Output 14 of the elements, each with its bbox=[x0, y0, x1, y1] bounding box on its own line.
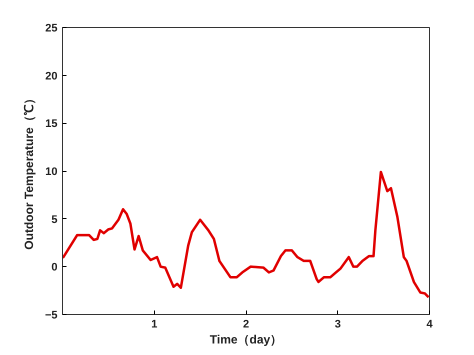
y-axis-title: Outdoor Temperature（℃） bbox=[22, 92, 36, 250]
x-tick-label: 2 bbox=[242, 318, 250, 330]
line-series bbox=[62, 170, 430, 299]
x-tick-label: 3 bbox=[334, 318, 341, 330]
y-tick-label: 20 bbox=[45, 70, 58, 82]
y-tick-label: 25 bbox=[45, 22, 58, 34]
x-tick-label: 4 bbox=[426, 318, 434, 330]
y-tick-label: 0 bbox=[51, 262, 58, 274]
y-tick-label: 15 bbox=[45, 118, 58, 130]
y-tick-label: −5 bbox=[44, 310, 58, 322]
x-axis-title: Time（day） bbox=[210, 332, 282, 346]
y-tick-label: 10 bbox=[45, 166, 58, 178]
y-tick-label: 5 bbox=[51, 214, 58, 226]
x-tick-label: 1 bbox=[151, 318, 158, 330]
